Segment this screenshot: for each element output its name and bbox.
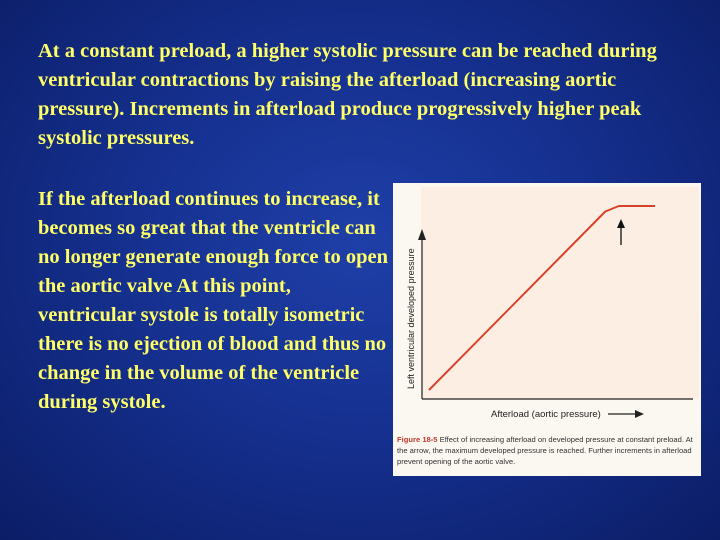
plot-panel xyxy=(421,187,699,399)
x-axis-label-arrowhead xyxy=(635,410,644,418)
y-axis-label: Left ventricular developed pressure xyxy=(406,248,416,389)
y-axis-arrowhead xyxy=(418,229,426,240)
figure-number: Figure 18-5 xyxy=(397,435,438,444)
afterload-chart: Left ventricular developed pressure Afte… xyxy=(406,187,699,420)
isometric-paragraph: If the afterload continues to increase, … xyxy=(38,188,388,413)
figure-caption-text: Effect of increasing afterload on develo… xyxy=(397,435,693,466)
pressure-curve xyxy=(428,205,655,391)
textbook-figure: Left ventricular developed pressure Afte… xyxy=(393,183,701,476)
figure-caption: Figure 18-5 Effect of increasing afterlo… xyxy=(397,434,697,467)
max-pressure-arrowhead xyxy=(617,219,625,228)
intro-paragraph: At a constant preload, a higher systolic… xyxy=(38,40,657,149)
x-axis-label: Afterload (aortic pressure) xyxy=(491,409,601,420)
